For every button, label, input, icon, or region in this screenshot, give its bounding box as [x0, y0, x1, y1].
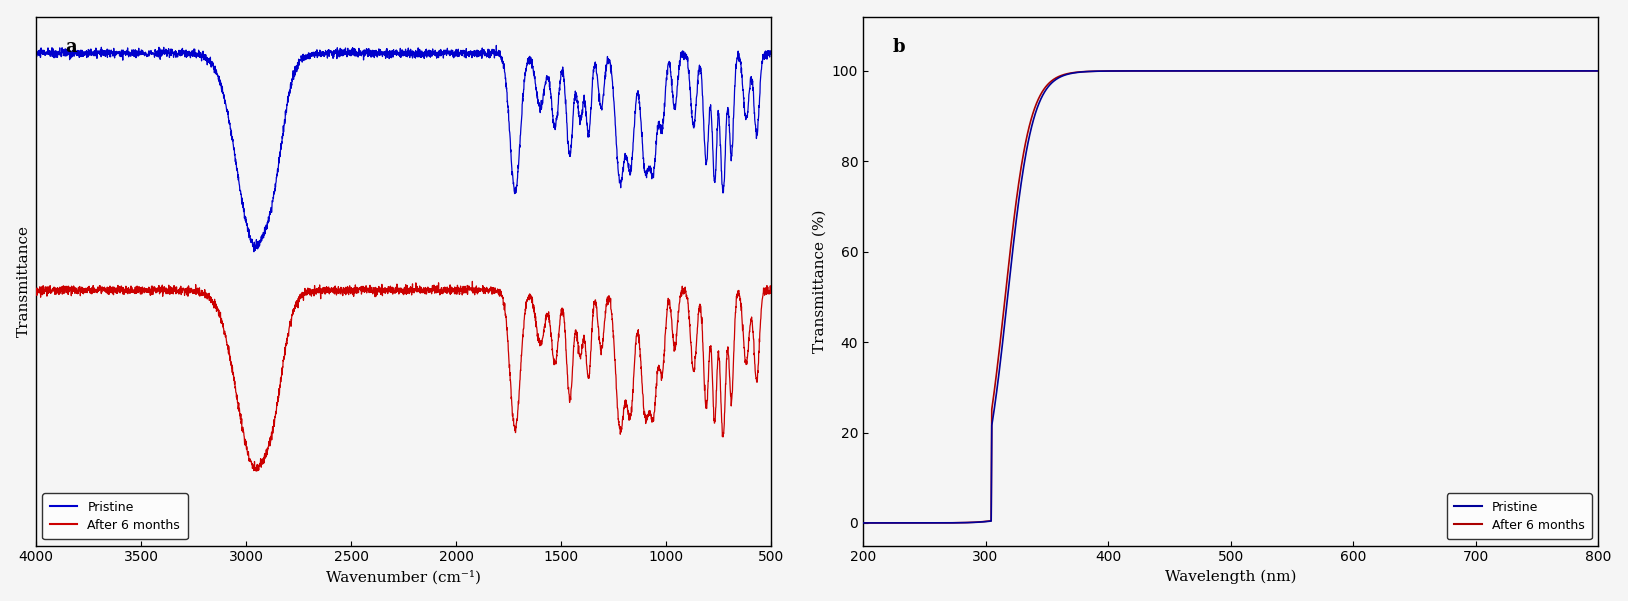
X-axis label: Wavelength (nm): Wavelength (nm) [1166, 570, 1296, 584]
Y-axis label: Transmittance (%): Transmittance (%) [812, 209, 827, 353]
Legend: Pristine, After 6 months: Pristine, After 6 months [42, 493, 187, 539]
Legend: Pristine, After 6 months: Pristine, After 6 months [1447, 493, 1592, 539]
Text: b: b [892, 38, 905, 56]
Y-axis label: Transmittance: Transmittance [16, 225, 31, 337]
Text: a: a [65, 38, 77, 56]
X-axis label: Wavenumber (cm⁻¹): Wavenumber (cm⁻¹) [326, 570, 482, 584]
